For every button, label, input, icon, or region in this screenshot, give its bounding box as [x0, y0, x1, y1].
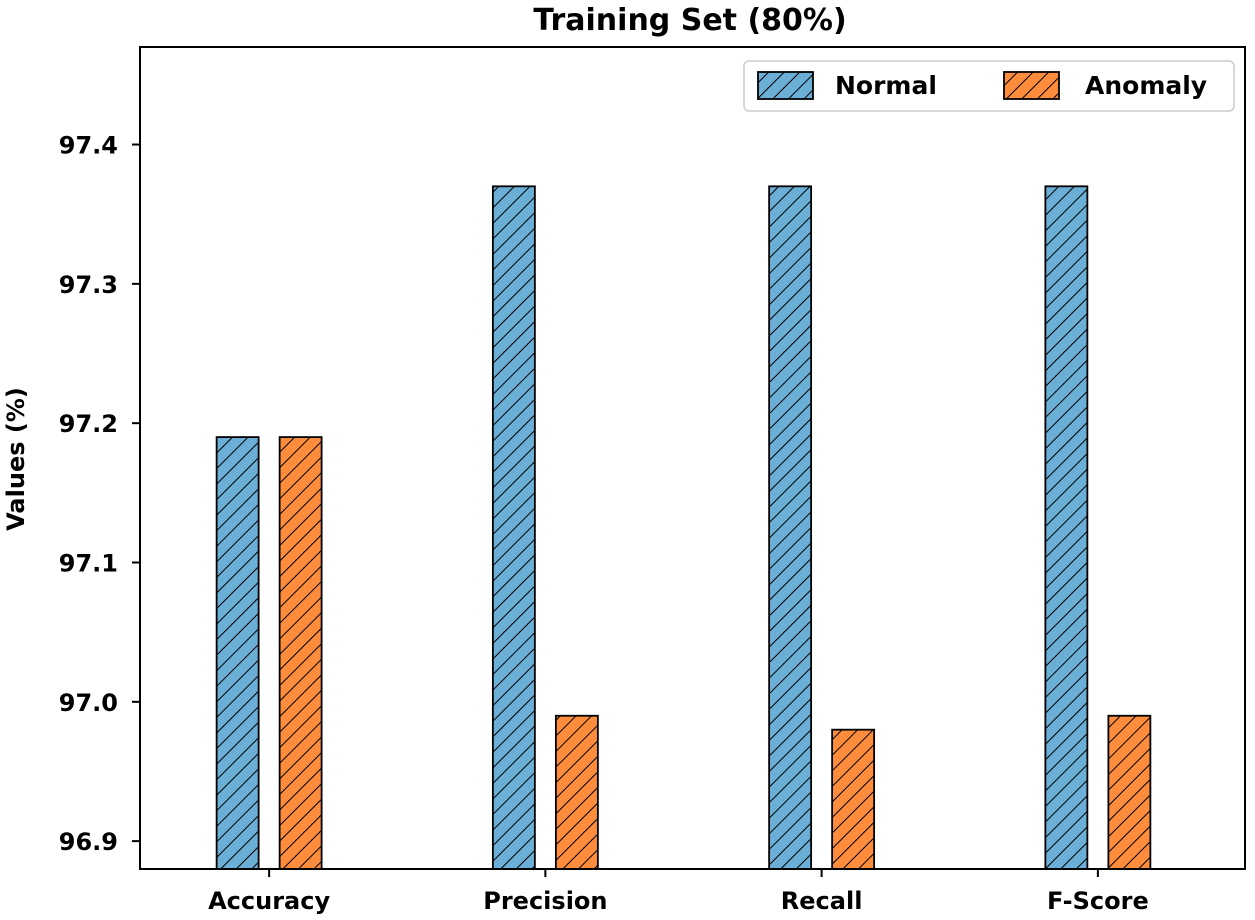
- y-tick-label: 97.1: [59, 549, 118, 577]
- y-tick-label: 97.4: [59, 132, 118, 160]
- bar-anomaly-precision: [554, 714, 599, 870]
- bar-normal-accuracy: [215, 436, 260, 870]
- x-tick-label: F-Score: [1047, 887, 1149, 915]
- legend-swatch-normal: [757, 71, 814, 100]
- x-tick-label: Recall: [781, 887, 863, 915]
- bar-anomaly-fscore: [1107, 714, 1152, 870]
- y-tick-label: 97.3: [59, 271, 118, 299]
- legend-label-anomaly: Anomaly: [1085, 71, 1207, 100]
- legend-box: [743, 60, 1235, 112]
- bar-normal-precision: [491, 185, 536, 870]
- bar-normal-fscore: [1044, 185, 1089, 870]
- legend-swatch-anomaly: [1003, 71, 1060, 100]
- y-axis-label: Values (%): [2, 387, 30, 531]
- y-tick-label: 97.0: [59, 689, 118, 717]
- chart-title: Training Set (80%): [533, 3, 846, 38]
- bars: [215, 185, 1152, 870]
- plot-frame: [139, 46, 1246, 870]
- bar-normal-recall: [768, 185, 813, 870]
- bar-anomaly-recall: [831, 728, 876, 870]
- y-tick-label: 97.2: [59, 410, 118, 438]
- y-tick-label: 96.9: [59, 828, 118, 856]
- legend-label-normal: Normal: [835, 71, 937, 100]
- x-axis-ticks: Accuracy Precision Recall F-Score: [208, 869, 1149, 915]
- x-tick-label: Precision: [483, 887, 607, 915]
- bar-anomaly-accuracy: [278, 436, 323, 870]
- legend: Normal Anomaly: [743, 60, 1235, 112]
- y-axis-ticks: 96.9 97.0 97.1 97.2 97.3 97.4: [59, 132, 140, 856]
- x-tick-label: Accuracy: [208, 887, 330, 915]
